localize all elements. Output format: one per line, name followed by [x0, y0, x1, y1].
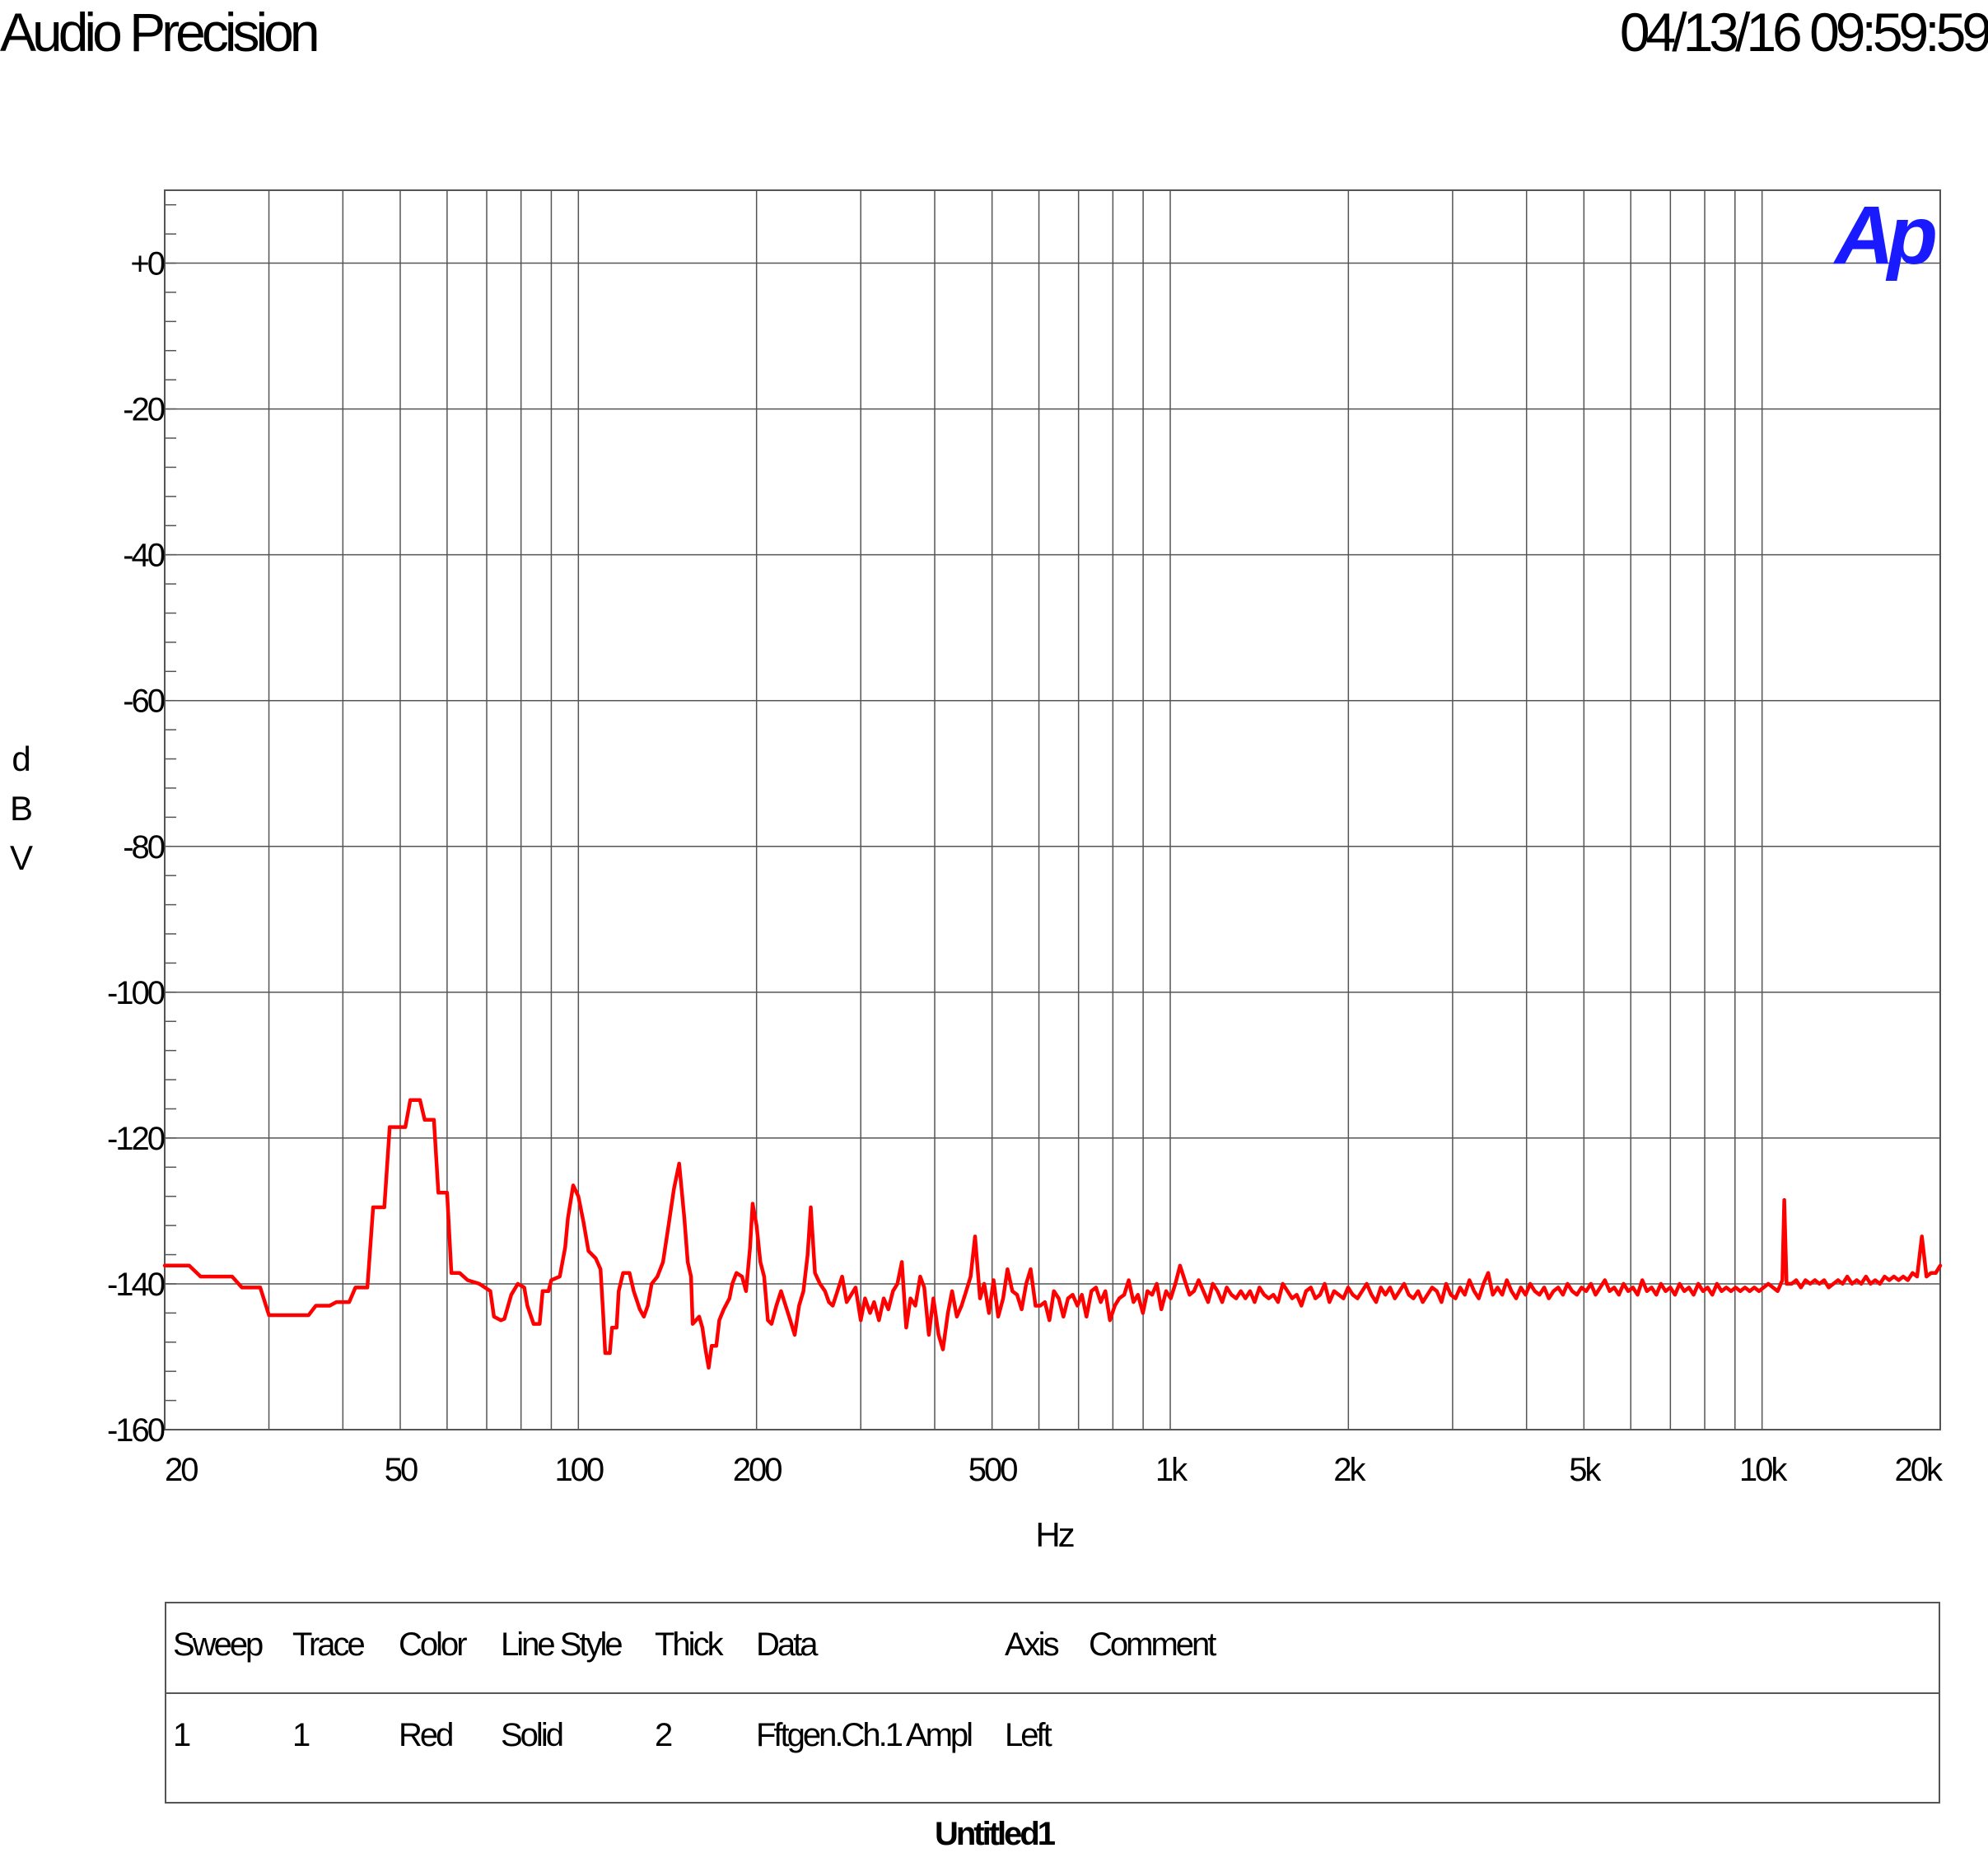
x-tick-label: 100 — [554, 1452, 603, 1488]
legend-cell-sweep: 1 — [173, 1717, 191, 1753]
x-axis-label: Hz — [1035, 1515, 1073, 1554]
y-tick-label: +0 — [130, 246, 164, 282]
y-axis-label-letter: B — [10, 789, 33, 828]
y-tick-label: -120 — [107, 1121, 165, 1157]
x-tick-labels: 20 50 100 200 500 1k 2k 5k 10k 20k — [165, 1452, 1946, 1488]
y-axis-label: dBV — [10, 740, 33, 877]
header-title: Audio Precision — [0, 2, 320, 63]
legend-table: Sweep Trace Color Line Style Thick Data … — [165, 1602, 1940, 1804]
legend-header-thick: Thick — [655, 1626, 724, 1663]
ap-logo: Ap — [1832, 189, 1935, 282]
y-tick-label: -80 — [123, 829, 165, 866]
x-tick-label: 50 — [385, 1452, 418, 1488]
y-tick-labels: +0 -20 -40 -60 -80 -100 -120 -140 -160 — [107, 246, 167, 1449]
y-axis-label-letter: d — [12, 740, 30, 778]
y-tick-label: -140 — [107, 1267, 165, 1303]
legend-cell-line-style: Solid — [501, 1717, 564, 1753]
legend-header-color: Color — [399, 1626, 468, 1663]
x-tick-label: 5k — [1569, 1452, 1602, 1488]
legend-header-line-style: Line Style — [501, 1626, 623, 1663]
chart: +0-20-40-60-80-100-120-140-160 20 50 100 20… — [10, 189, 1946, 1554]
plot-frame — [164, 189, 1941, 1430]
footer-title: Untitled1 — [934, 1816, 1056, 1852]
series-layer — [162, 1098, 1943, 1370]
y-tick-label: -100 — [107, 975, 165, 1011]
legend-cell-color: Red — [399, 1717, 454, 1753]
legend-header-trace: Trace — [292, 1626, 366, 1663]
legend-divider — [166, 1692, 1939, 1694]
x-tick-label: 500 — [968, 1452, 1017, 1488]
y-axis-label-letter: V — [10, 838, 33, 877]
y-tick-label: -160 — [107, 1412, 165, 1449]
x-tick-label: 1k — [1155, 1452, 1188, 1488]
legend-cell-thick: 2 — [655, 1717, 673, 1753]
y-tick-label: -40 — [123, 538, 165, 574]
x-tick-label: 200 — [733, 1452, 782, 1488]
y-tick-label: -60 — [123, 684, 165, 720]
x-tick-label: 20 — [165, 1452, 198, 1488]
legend-cell-data: Fftgen.Ch.1 Ampl — [756, 1717, 973, 1753]
legend-header-data: Data — [756, 1626, 818, 1663]
legend-header-axis: Axis — [1005, 1626, 1060, 1663]
series-line-1 — [162, 1098, 1943, 1370]
legend-cell-trace: 1 — [292, 1717, 310, 1753]
header-timestamp: 04/13/16 09:59:59 — [1619, 2, 1988, 63]
legend-cell-axis: Left — [1005, 1717, 1052, 1753]
x-tick-label: 10k — [1739, 1452, 1788, 1488]
x-tick-label: 20k — [1895, 1452, 1944, 1488]
x-tick-label: 2k — [1333, 1452, 1366, 1488]
legend-header-sweep: Sweep — [173, 1626, 264, 1663]
y-tick-label: -20 — [123, 392, 165, 428]
grid — [164, 190, 1941, 1430]
minor-ticks — [165, 203, 176, 1430]
legend-header-comment: Comment — [1089, 1626, 1216, 1663]
